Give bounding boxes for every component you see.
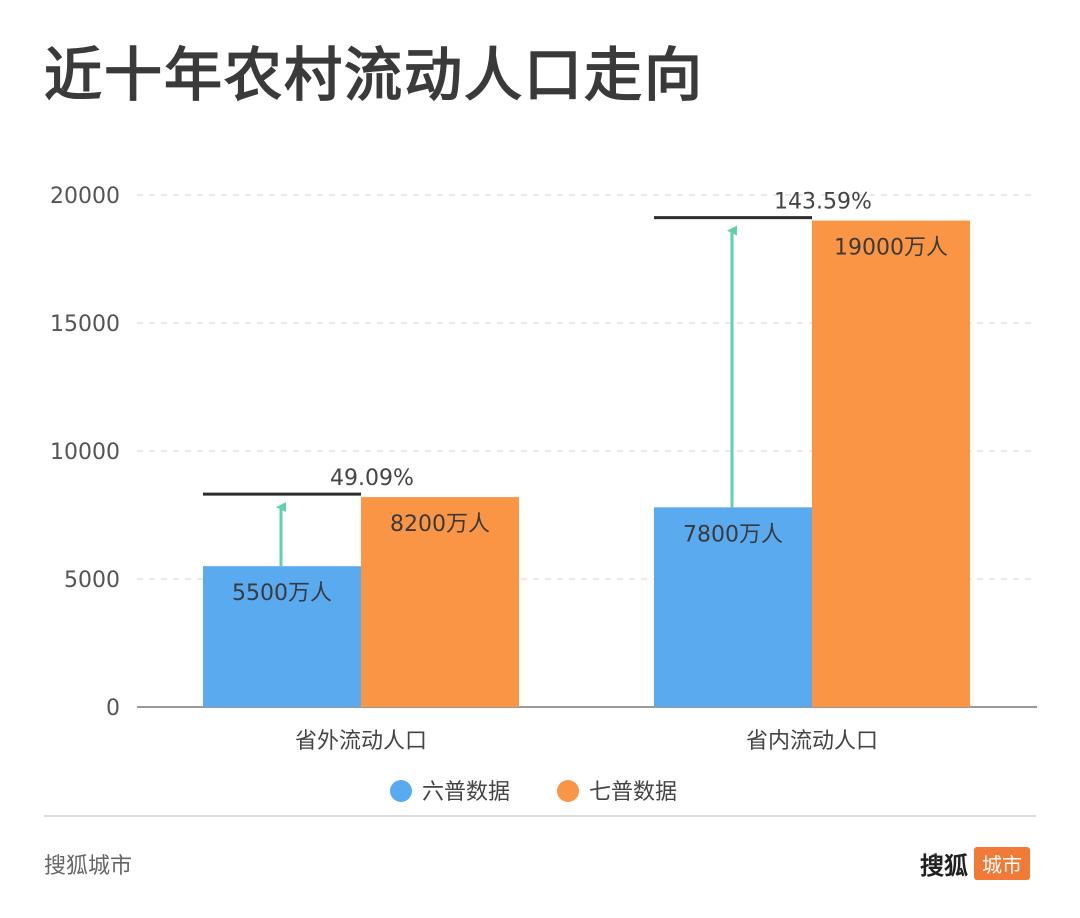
bars: 5500万人 8200万人 7800万人 19000万人 xyxy=(203,220,970,707)
legend-label: 六普数据 xyxy=(422,780,510,805)
x-tick-label: 省内流动人口 xyxy=(746,729,878,754)
growth-label: 49.09% xyxy=(330,466,414,491)
bar-seventh-census xyxy=(812,220,970,707)
growth-label: 143.59% xyxy=(774,190,872,215)
chart-title: 近十年农村流动人口走向 xyxy=(44,41,705,109)
bar-sixth-census xyxy=(654,507,812,707)
bar-value-label: 8200万人 xyxy=(390,512,490,537)
bar-value-label: 7800万人 xyxy=(683,522,783,547)
y-tick-label: 20000 xyxy=(50,184,120,209)
y-tick-label: 10000 xyxy=(50,440,120,465)
legend-label: 七普数据 xyxy=(589,780,677,805)
brand-tag: 城市 xyxy=(974,847,1030,880)
bar-value-label: 19000万人 xyxy=(834,236,948,261)
brand-name: 搜狐 xyxy=(920,852,968,880)
x-axis-ticks: 省外流动人口 省内流动人口 xyxy=(295,729,878,754)
legend-marker xyxy=(557,780,579,802)
legend-marker xyxy=(390,780,412,802)
source-label: 搜狐城市 xyxy=(44,854,133,879)
bar-value-label: 5500万人 xyxy=(232,581,332,606)
legend: 六普数据 七普数据 xyxy=(390,780,677,805)
y-axis-ticks: 0 5000 10000 15000 20000 xyxy=(50,184,120,721)
bar-sixth-census xyxy=(203,566,361,707)
y-tick-label: 15000 xyxy=(50,312,120,337)
footer-divider xyxy=(44,815,1036,817)
y-tick-label: 5000 xyxy=(64,568,120,593)
brand-logo: 搜狐 城市 xyxy=(920,846,1030,881)
growth-annotations: 49.09% 143.59% xyxy=(203,190,872,567)
y-tick-label: 0 xyxy=(106,696,120,721)
bar-seventh-census xyxy=(361,497,519,707)
x-tick-label: 省外流动人口 xyxy=(295,729,427,754)
